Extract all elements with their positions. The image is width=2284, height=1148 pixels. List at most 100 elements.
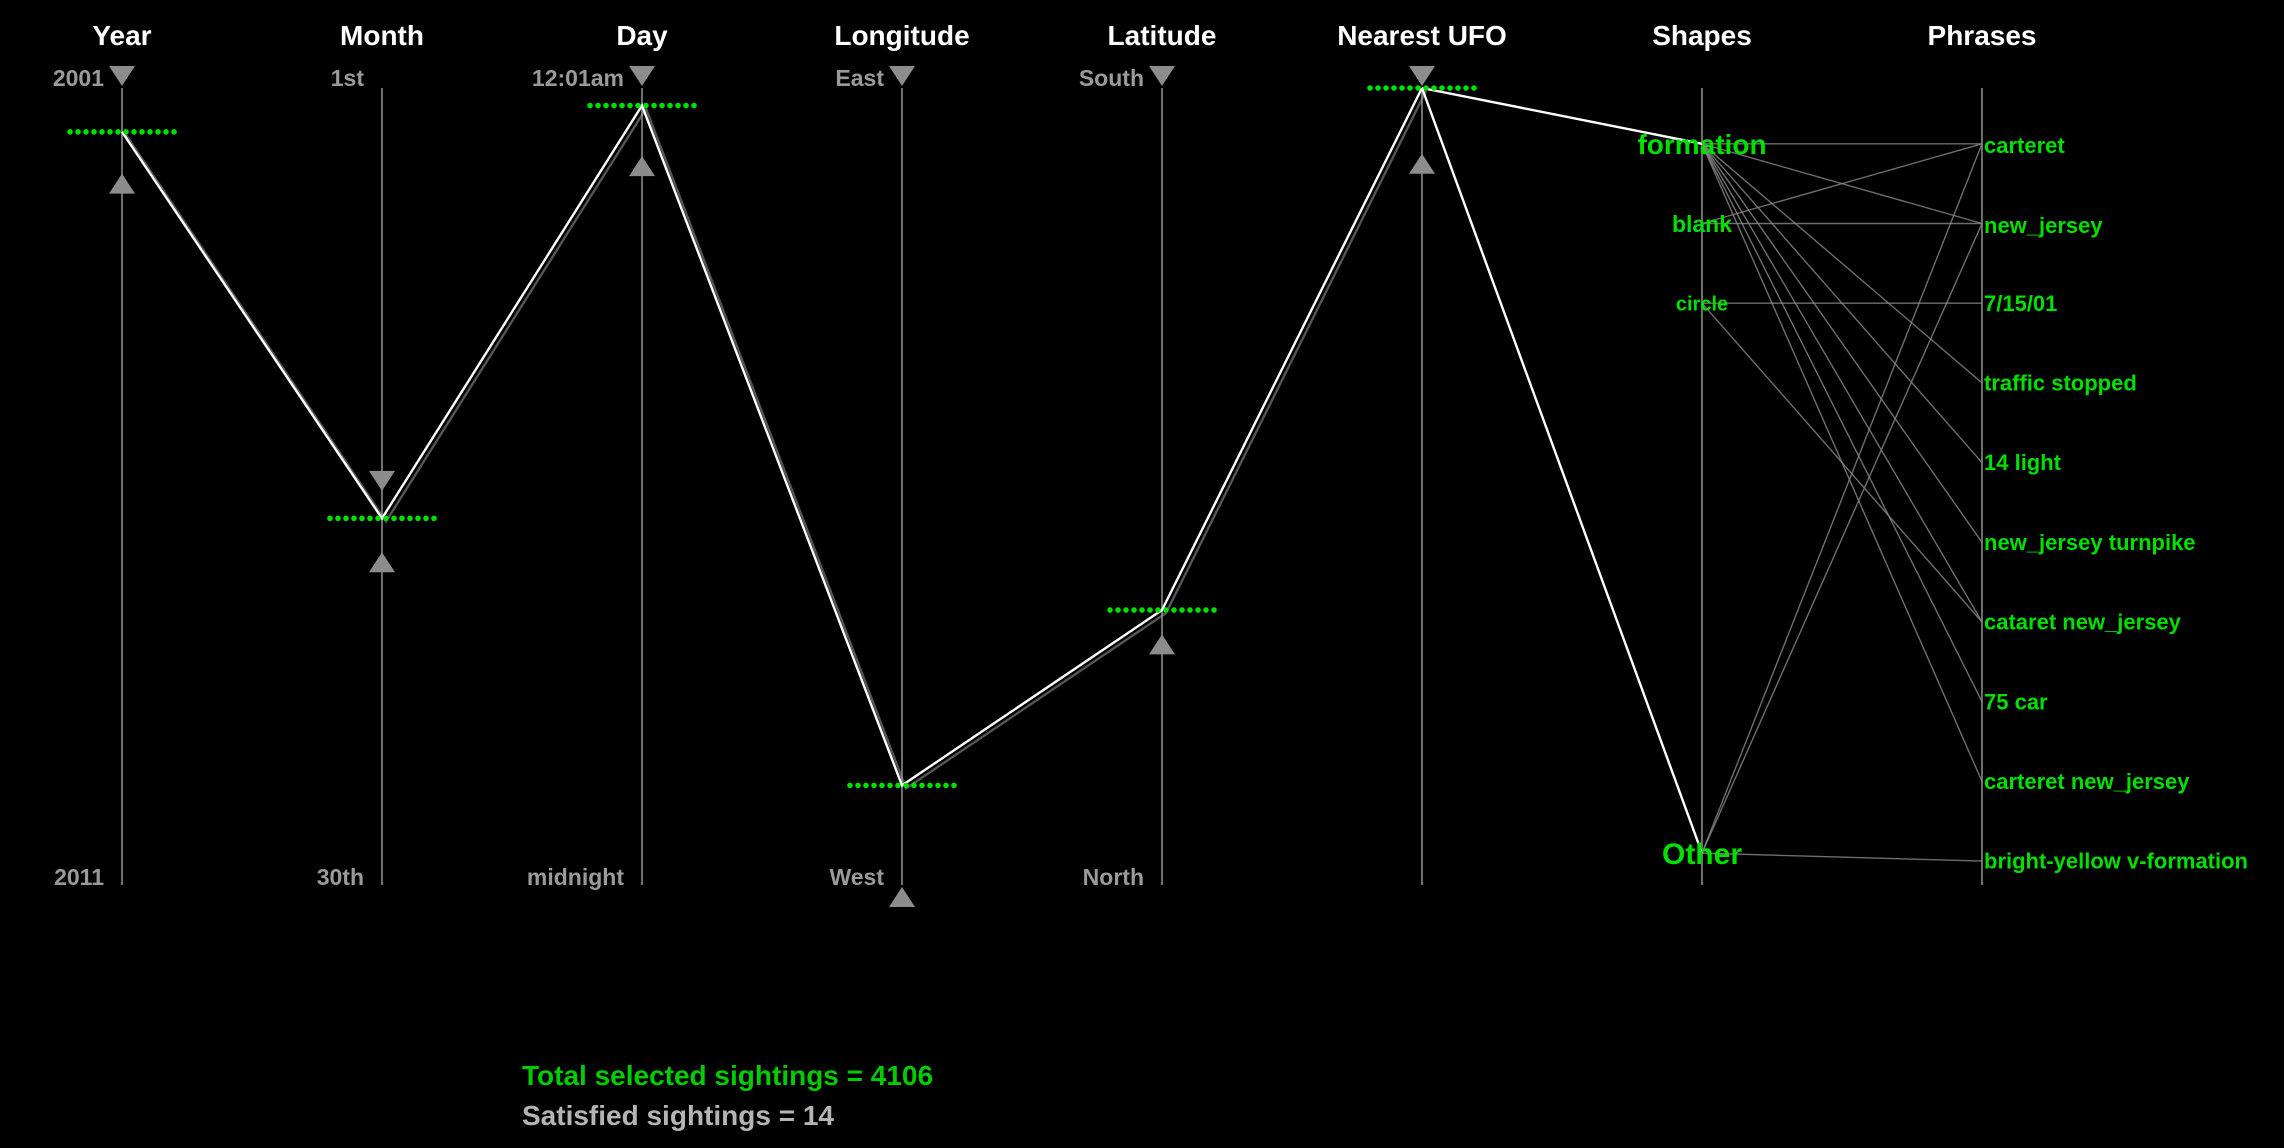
phrase-label-75-car[interactable]: 75 car (1984, 689, 2048, 714)
polyline-to-shape-formation (1421, 86, 1703, 145)
selected-polylines (121, 86, 1704, 854)
polyline-to-shape-other (1420, 87, 1704, 854)
nearest_ufo-top-handle-triangle-down-icon[interactable] (1409, 66, 1435, 86)
year-top-handle-triangle-down-icon[interactable] (109, 66, 135, 86)
connection-formation-new-jersey-turnpike (1701, 143, 1983, 543)
sighting-dot-longitude (951, 782, 957, 789)
latitude-bottom-handle-triangle-up-icon[interactable] (1149, 634, 1175, 655)
selected-polyline (121, 87, 1424, 788)
sighting-dot-nearest_ufo (1399, 85, 1405, 91)
sighting-dot-latitude (1179, 607, 1185, 613)
latitude-top-handle-triangle-down-icon[interactable] (1149, 66, 1175, 86)
category-labels: formation blank circle Other carteret new_jer… (1637, 129, 2248, 874)
sighting-dot-latitude (1107, 607, 1113, 613)
axis-title-month[interactable]: Month (340, 20, 424, 51)
sighting-dot-day (683, 102, 689, 109)
sighting-dot-latitude (1139, 607, 1145, 613)
axis-title-day[interactable]: Day (616, 20, 668, 51)
sighting-dot-latitude (1187, 607, 1193, 613)
connection-formation-traffic-stopped (1701, 143, 1983, 384)
nearest_ufo-bottom-handle-triangle-up-icon[interactable] (1409, 153, 1435, 174)
longitude-top-handle-triangle-down-icon[interactable] (889, 66, 915, 86)
sighting-dot-day (635, 102, 641, 109)
sighting-dot-month (399, 515, 405, 522)
sighting-dot-year (131, 129, 137, 135)
sighting-dot-year (107, 129, 113, 135)
axis-title-shapes[interactable]: Shapes (1652, 20, 1752, 51)
sighting-dot-nearest_ufo (1415, 85, 1421, 91)
sighting-dot-month (415, 515, 421, 522)
sighting-dot-month (431, 515, 437, 522)
shape-label-other[interactable]: Other (1662, 838, 1742, 871)
sighting-dot-latitude (1195, 607, 1201, 613)
sighting-dot-day (627, 102, 633, 109)
sighting-dot-day (675, 102, 681, 109)
phrase-label-bright-yellow-v-formation[interactable]: bright-yellow v-formation (1984, 849, 2248, 874)
connection-formation-75-car (1701, 143, 1983, 703)
sighting-dot-nearest_ufo (1455, 85, 1461, 91)
month-bottom-handle-triangle-up-icon[interactable] (369, 552, 395, 573)
sighting-dot-year (75, 129, 81, 135)
phrase-label-carteret[interactable]: carteret (1984, 133, 2065, 158)
shape-label-circle[interactable]: circle (1676, 293, 1728, 315)
sighting-dot-longitude (927, 782, 933, 789)
sighting-dot-nearest_ufo (1391, 85, 1397, 91)
sighting-dot-month (391, 515, 397, 522)
sighting-dot-longitude (879, 782, 885, 789)
sighting-dot-longitude (871, 782, 877, 789)
phrase-label-new-jersey-turnpike[interactable]: new_jersey turnpike (1984, 530, 2196, 555)
sighting-dot-nearest_ufo (1447, 85, 1453, 91)
sighting-dot-latitude (1147, 607, 1153, 613)
phrase-label-cataret-new-jersey[interactable]: cataret new_jersey (1984, 610, 2182, 635)
sighting-dot-nearest_ufo (1439, 85, 1445, 91)
sighting-dot-year (91, 129, 97, 135)
sighting-dot-latitude (1155, 607, 1161, 613)
sighting-dot-nearest_ufo (1423, 85, 1429, 91)
longitude-bottom-handle-triangle-up-icon[interactable] (889, 887, 915, 907)
axis-title-phrases[interactable]: Phrases (1928, 20, 2037, 51)
month-top-handle-triangle-down-icon[interactable] (369, 470, 395, 491)
axis-top-label-month: 1st (331, 65, 365, 91)
axis-bottom-label-day: midnight (527, 864, 624, 890)
day-bottom-handle-triangle-up-icon[interactable] (629, 156, 655, 177)
sighting-dot-month (327, 515, 333, 522)
sighting-dot-day (651, 102, 657, 109)
sighting-dot-latitude (1163, 607, 1169, 613)
connection-formation-cataret-new-jersey (1701, 143, 1983, 623)
connection-other-carteret (1701, 143, 1983, 854)
day-top-handle-triangle-down-icon[interactable] (629, 66, 655, 86)
sighting-dot-month (375, 515, 381, 522)
connection-circle-cataret-new-jersey (1701, 302, 1983, 623)
sighting-dot-day (667, 102, 673, 109)
axis-title-year[interactable]: Year (92, 20, 151, 51)
axis-title-nearest_ufo[interactable]: Nearest UFO (1337, 20, 1507, 51)
sighting-dot-latitude (1115, 607, 1121, 613)
sighting-dot-longitude (903, 782, 909, 789)
year-bottom-handle-triangle-up-icon[interactable] (109, 173, 135, 194)
axis-title-longitude[interactable]: Longitude (834, 20, 969, 51)
phrase-label-carteret-new-jersey[interactable]: carteret new_jersey (1984, 769, 2190, 794)
axis-bottom-label-month: 30th (317, 864, 364, 890)
phrase-label-7-15-01[interactable]: 7/15/01 (1984, 291, 2057, 316)
connection-other-new-jersey (1701, 223, 1983, 854)
axis-title-latitude[interactable]: Latitude (1108, 20, 1217, 51)
axis-bottom-label-longitude: West (829, 864, 884, 890)
sighting-dot-longitude (911, 782, 917, 789)
sighting-dot-month (383, 515, 389, 522)
sighting-dot-day (691, 102, 697, 109)
phrase-label-new-jersey[interactable]: new_jersey (1984, 213, 2103, 238)
phrase-label-14-light[interactable]: 14 light (1984, 450, 2062, 475)
phrase-label-traffic-stopped[interactable]: traffic stopped (1984, 370, 2137, 395)
shape-label-formation[interactable]: formation (1637, 129, 1766, 160)
sighting-dot-day (619, 102, 625, 109)
sighting-dot-longitude (919, 782, 925, 789)
sighting-dot-nearest_ufo (1407, 85, 1413, 91)
sighting-dot-latitude (1171, 607, 1177, 613)
axis-top-label-longitude: East (835, 65, 884, 91)
total-selected-sightings: Total selected sightings = 4106 (522, 1060, 934, 1091)
sighting-dot-longitude (863, 782, 869, 789)
shape-label-blank[interactable]: blank (1672, 211, 1732, 237)
sighting-dot-nearest_ufo (1463, 85, 1469, 91)
